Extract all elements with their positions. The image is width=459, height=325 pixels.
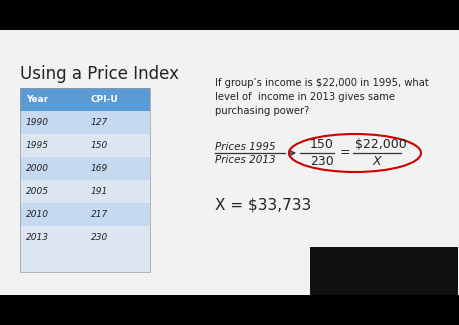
Bar: [20, 111, 150, 134]
Text: $22,000: $22,000: [354, 138, 406, 151]
Text: 169: 169: [91, 164, 108, 173]
Text: 2010: 2010: [26, 210, 49, 219]
Bar: [0, 30, 459, 295]
Text: Using a Price Index: Using a Price Index: [20, 65, 179, 83]
Text: =: =: [339, 147, 350, 160]
Text: X = $33,733: X = $33,733: [214, 198, 311, 213]
Bar: [20, 88, 150, 272]
Bar: [20, 134, 150, 157]
Bar: [0, 295, 459, 325]
Bar: [20, 157, 150, 180]
Text: X: X: [372, 155, 381, 168]
Text: 127: 127: [91, 118, 108, 127]
Text: 2005: 2005: [26, 187, 49, 196]
Text: 150: 150: [309, 138, 333, 151]
Bar: [309, 247, 457, 319]
Text: 2013: 2013: [26, 233, 49, 242]
Text: Prices 2013: Prices 2013: [214, 155, 275, 165]
Text: Year: Year: [26, 95, 48, 104]
Text: 191: 191: [91, 187, 108, 196]
Bar: [20, 88, 150, 111]
Bar: [0, 0, 459, 30]
Text: 230: 230: [309, 155, 333, 168]
Text: Prices 1995: Prices 1995: [214, 142, 275, 152]
Bar: [20, 203, 150, 226]
Text: If group’s income is $22,000 in 1995, what
level of  income in 2013 gives same
p: If group’s income is $22,000 in 1995, wh…: [214, 78, 428, 116]
Text: 1995: 1995: [26, 141, 49, 150]
Bar: [20, 180, 150, 203]
Text: 230: 230: [91, 233, 108, 242]
Text: 1990: 1990: [26, 118, 49, 127]
Text: 217: 217: [91, 210, 108, 219]
Bar: [20, 226, 150, 249]
Text: CPI-U: CPI-U: [91, 95, 118, 104]
Bar: [20, 249, 150, 272]
Text: 2000: 2000: [26, 164, 49, 173]
Text: 150: 150: [91, 141, 108, 150]
